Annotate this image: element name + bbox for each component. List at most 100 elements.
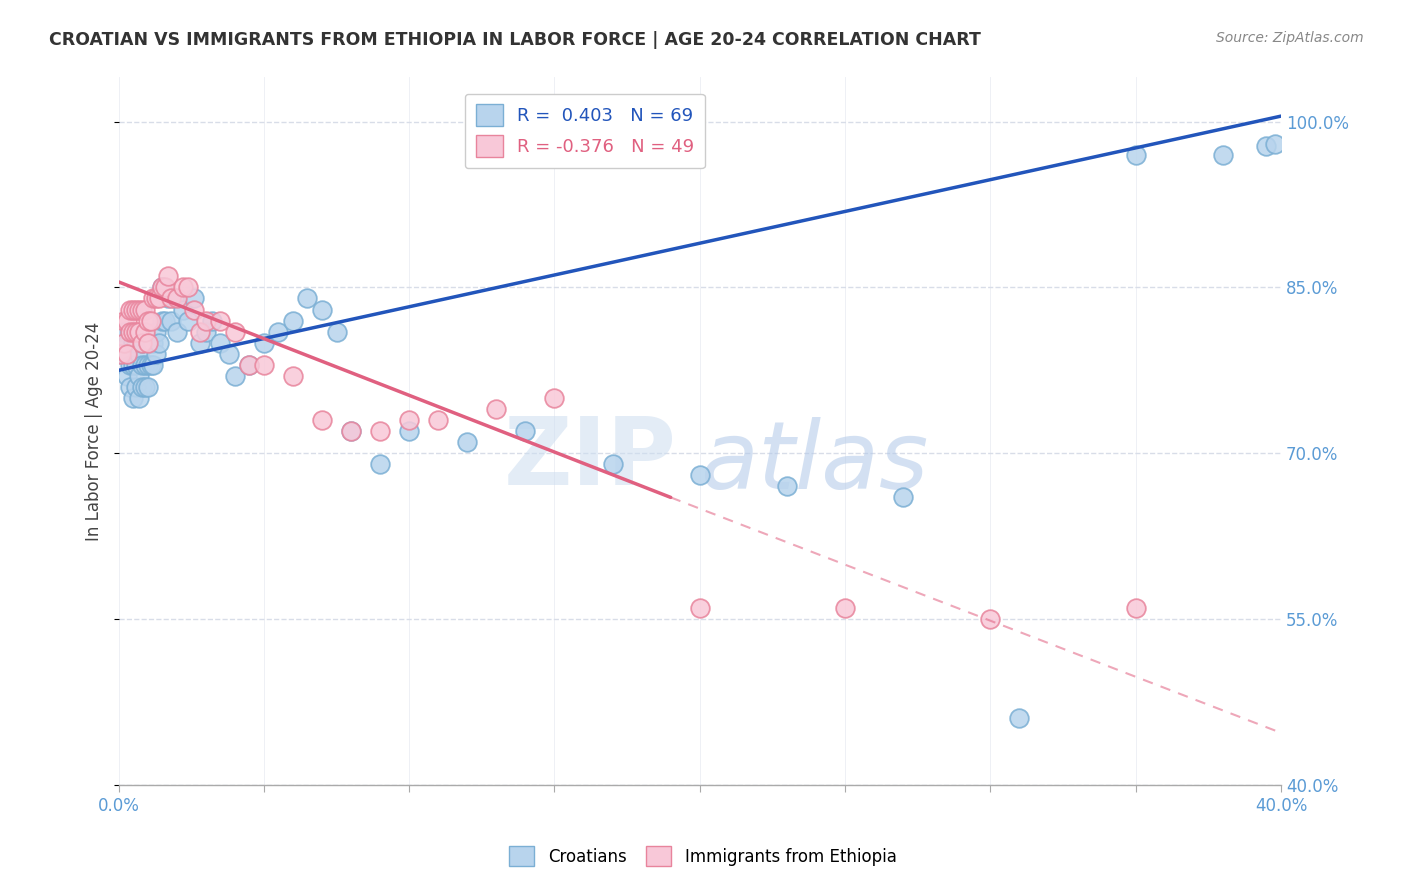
Point bbox=[120, 302, 142, 317]
Point bbox=[117, 368, 139, 383]
Point bbox=[131, 380, 153, 394]
Point bbox=[142, 292, 165, 306]
Point bbox=[340, 424, 363, 438]
Point bbox=[183, 292, 205, 306]
Text: ZIP: ZIP bbox=[503, 413, 676, 506]
Point bbox=[150, 313, 173, 327]
Point bbox=[1212, 148, 1234, 162]
Point bbox=[122, 302, 145, 317]
Text: atlas: atlas bbox=[700, 417, 928, 508]
Point bbox=[125, 380, 148, 394]
Point bbox=[117, 347, 139, 361]
Point bbox=[128, 302, 150, 317]
Point bbox=[148, 335, 170, 350]
Point bbox=[125, 358, 148, 372]
Point bbox=[128, 347, 150, 361]
Point bbox=[325, 325, 347, 339]
Point bbox=[112, 325, 135, 339]
Point bbox=[134, 358, 156, 372]
Point bbox=[194, 325, 217, 339]
Point bbox=[131, 302, 153, 317]
Point bbox=[128, 325, 150, 339]
Point bbox=[689, 601, 711, 615]
Point bbox=[125, 325, 148, 339]
Point bbox=[689, 468, 711, 483]
Point bbox=[188, 335, 211, 350]
Y-axis label: In Labor Force | Age 20-24: In Labor Force | Age 20-24 bbox=[86, 321, 103, 541]
Point bbox=[456, 435, 478, 450]
Point bbox=[125, 302, 148, 317]
Point bbox=[427, 413, 450, 427]
Point bbox=[136, 313, 159, 327]
Point bbox=[188, 325, 211, 339]
Point bbox=[891, 491, 914, 505]
Point bbox=[139, 358, 162, 372]
Point bbox=[209, 313, 232, 327]
Point bbox=[515, 424, 537, 438]
Point bbox=[156, 269, 179, 284]
Point bbox=[398, 424, 420, 438]
Point bbox=[485, 402, 508, 417]
Point bbox=[209, 335, 232, 350]
Point bbox=[166, 325, 188, 339]
Point bbox=[340, 424, 363, 438]
Point bbox=[112, 335, 135, 350]
Point bbox=[117, 347, 139, 361]
Legend: Croatians, Immigrants from Ethiopia: Croatians, Immigrants from Ethiopia bbox=[503, 839, 903, 873]
Point bbox=[834, 601, 856, 615]
Point bbox=[142, 358, 165, 372]
Point bbox=[134, 380, 156, 394]
Point bbox=[117, 335, 139, 350]
Point bbox=[145, 325, 167, 339]
Point bbox=[368, 424, 391, 438]
Point bbox=[145, 292, 167, 306]
Point bbox=[602, 457, 624, 471]
Point bbox=[163, 292, 186, 306]
Point bbox=[543, 391, 565, 405]
Point bbox=[172, 280, 194, 294]
Point bbox=[125, 335, 148, 350]
Point bbox=[136, 380, 159, 394]
Point bbox=[398, 413, 420, 427]
Point bbox=[122, 391, 145, 405]
Point bbox=[253, 335, 276, 350]
Point bbox=[368, 457, 391, 471]
Point bbox=[172, 302, 194, 317]
Point bbox=[145, 347, 167, 361]
Text: Source: ZipAtlas.com: Source: ZipAtlas.com bbox=[1216, 31, 1364, 45]
Point bbox=[267, 325, 290, 339]
Point bbox=[139, 335, 162, 350]
Point bbox=[120, 325, 142, 339]
Point bbox=[142, 335, 165, 350]
Point bbox=[122, 358, 145, 372]
Point bbox=[281, 368, 304, 383]
Point bbox=[131, 358, 153, 372]
Point bbox=[120, 380, 142, 394]
Legend: R =  0.403   N = 69, R = -0.376   N = 49: R = 0.403 N = 69, R = -0.376 N = 49 bbox=[465, 94, 704, 169]
Point bbox=[166, 292, 188, 306]
Point bbox=[183, 302, 205, 317]
Point bbox=[120, 358, 142, 372]
Point bbox=[224, 325, 246, 339]
Point bbox=[160, 313, 183, 327]
Point bbox=[253, 358, 276, 372]
Point bbox=[218, 347, 240, 361]
Point bbox=[120, 325, 142, 339]
Point bbox=[122, 335, 145, 350]
Point bbox=[136, 358, 159, 372]
Point bbox=[112, 347, 135, 361]
Point bbox=[177, 280, 200, 294]
Point bbox=[1125, 148, 1147, 162]
Point bbox=[122, 325, 145, 339]
Point bbox=[238, 358, 260, 372]
Point bbox=[776, 479, 799, 493]
Point bbox=[1008, 711, 1031, 725]
Point bbox=[134, 325, 156, 339]
Point bbox=[1264, 136, 1286, 151]
Point bbox=[110, 347, 132, 361]
Point bbox=[131, 335, 153, 350]
Point bbox=[194, 313, 217, 327]
Point bbox=[153, 313, 176, 327]
Point bbox=[1125, 601, 1147, 615]
Point bbox=[112, 313, 135, 327]
